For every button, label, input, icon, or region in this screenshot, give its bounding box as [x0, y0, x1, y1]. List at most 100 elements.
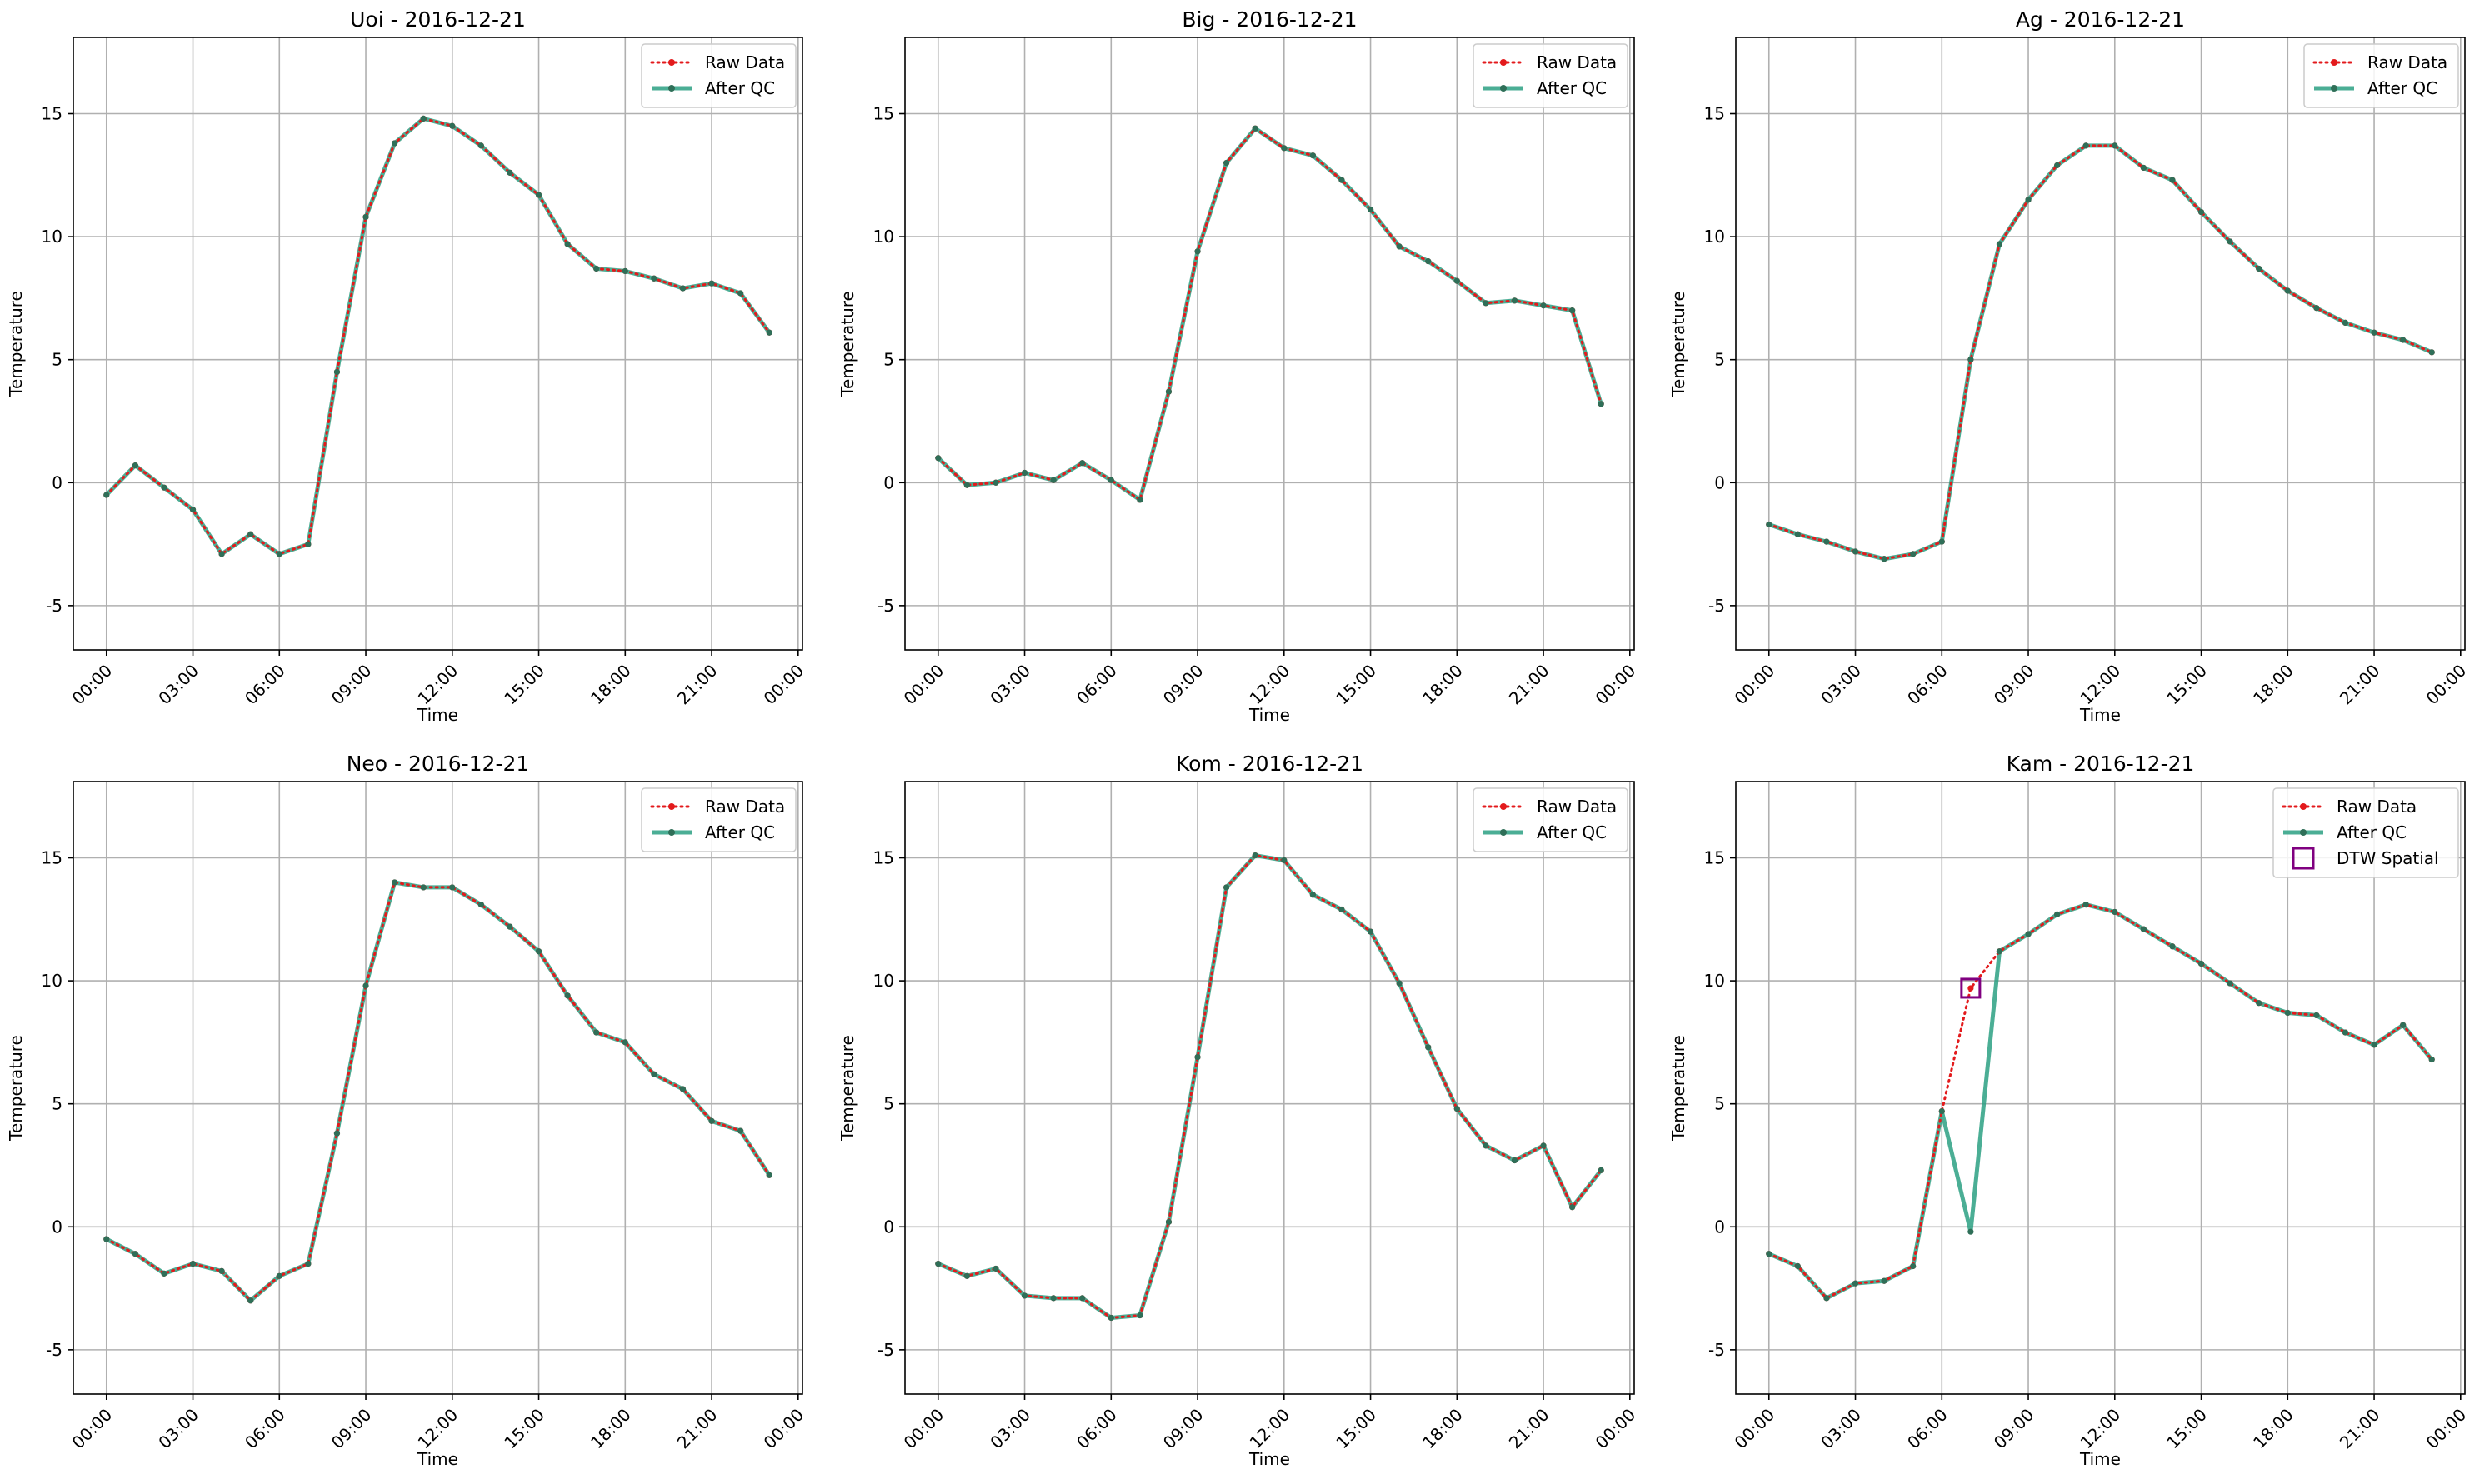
after-qc-point — [1108, 1314, 1114, 1322]
x-tick-label: 00:00 — [1731, 1405, 1779, 1453]
x-tick-label: 12:00 — [1246, 1405, 1294, 1453]
axes-frame — [904, 781, 1635, 1395]
x-tick-label: 12:00 — [414, 661, 462, 709]
after-qc-point — [1794, 1262, 1801, 1270]
y-tick-label: 15 — [42, 848, 62, 868]
legend-box — [1472, 43, 1628, 108]
after-qc-point — [449, 122, 456, 129]
x-tick-label: 18:00 — [1418, 661, 1467, 709]
after-qc-point — [161, 484, 168, 491]
after-qc-point — [507, 923, 513, 930]
y-tick-label: 10 — [873, 227, 894, 247]
after-qc-point — [535, 192, 542, 198]
after-qc-point — [1938, 1107, 1945, 1115]
y-axis-label: Temperature — [838, 1035, 858, 1142]
x-axis-label: Time — [1248, 1449, 1290, 1469]
legend-marker-raw-data — [2331, 59, 2338, 66]
after-qc-point — [161, 1270, 168, 1277]
x-axis-label: Time — [417, 705, 458, 725]
chart-title: Ag - 2016-12-21 — [2016, 7, 2185, 32]
x-tick-label: 21:00 — [1505, 661, 1553, 709]
series-line-after-qc — [104, 116, 772, 557]
subplot-0: 00:00 03:00 06:00 09:00 12:00 15:00 18:00 21:00… — [6, 7, 808, 725]
x-axis-label: Time — [417, 1449, 458, 1469]
x-tick-label: 06:00 — [1072, 1405, 1121, 1453]
x-tick-label: 06:00 — [1903, 661, 1952, 709]
x-tick-label: 09:00 — [1159, 661, 1208, 709]
chart-title: Uoi - 2016-12-21 — [350, 7, 526, 32]
after-qc-point — [1598, 401, 1604, 407]
after-qc-point — [593, 265, 600, 272]
legend-label-after-qc: After QC — [2368, 78, 2438, 98]
y-tick-label: 5 — [883, 350, 894, 370]
y-tick-label: 0 — [52, 472, 62, 492]
y-tick-label: -5 — [46, 1340, 62, 1360]
after-qc-point — [564, 992, 571, 999]
after-qc-point — [1794, 531, 1801, 537]
y-tick-label: -5 — [1708, 1340, 1725, 1360]
after-qc-point — [1194, 1054, 1201, 1061]
after-qc-point — [622, 267, 628, 275]
after-qc-point — [1852, 1280, 1859, 1287]
after-qc-point — [1881, 1277, 1888, 1284]
after-qc-point — [2284, 1009, 2291, 1017]
axes-frame — [72, 781, 803, 1395]
after-qc-point — [963, 1272, 970, 1279]
raw-data-point — [1968, 985, 1974, 992]
after-qc-point — [1511, 297, 1518, 304]
x-tick-label: 00:00 — [2422, 1405, 2471, 1453]
after-qc-point — [1823, 538, 1830, 545]
x-tick-label: 21:00 — [673, 1405, 722, 1453]
after-qc-point — [1598, 1167, 1604, 1173]
after-qc-point — [1396, 980, 1402, 987]
after-qc-point — [2025, 197, 2032, 203]
x-tick-label: 03:00 — [986, 1405, 1034, 1453]
y-tick-label: 15 — [1704, 848, 1725, 868]
after-qc-point — [992, 479, 999, 486]
after-qc-point — [1223, 884, 1230, 891]
after-qc-point — [1766, 521, 1772, 528]
after-qc-point — [738, 1127, 744, 1134]
after-qc-point — [1367, 207, 1374, 213]
y-tick-label: 10 — [42, 227, 62, 247]
series-line-raw-data — [105, 117, 771, 556]
series-line-after-qc — [1767, 143, 2434, 562]
after-qc-point — [276, 1272, 282, 1279]
after-qc-point — [651, 1071, 658, 1077]
after-qc-point — [420, 884, 427, 891]
x-tick-label: 09:00 — [1990, 661, 2038, 709]
after-qc-point — [1968, 357, 1974, 363]
after-qc-point — [535, 948, 542, 955]
after-qc-point — [2227, 980, 2233, 987]
x-tick-label: 00:00 — [900, 661, 948, 709]
legend-label-after-qc: After QC — [705, 78, 775, 98]
legend: Raw Data After QC — [641, 787, 797, 852]
after-qc-point — [478, 901, 484, 908]
after-qc-point — [708, 1117, 715, 1124]
series-line-raw-data — [1768, 144, 2433, 561]
after-qc-point — [1996, 948, 2003, 955]
after-qc-point — [2342, 1029, 2349, 1036]
after-qc-point — [1938, 538, 1945, 545]
after-qc-point — [1766, 1251, 1772, 1257]
dtw-spatial-flag-marker — [1960, 977, 1982, 999]
legend-label-after-qc: After QC — [705, 822, 775, 842]
legend-swatch-dtw-spatial — [2292, 847, 2315, 870]
after-qc-point — [1996, 241, 2003, 247]
after-qc-point — [1396, 243, 1402, 250]
x-tick-label: 00:00 — [760, 661, 808, 709]
after-qc-point — [2256, 1000, 2262, 1007]
legend-label-raw-data: Raw Data — [2368, 52, 2448, 72]
legend-label-raw-data: Raw Data — [2337, 797, 2417, 817]
after-qc-point — [1881, 556, 1888, 562]
x-tick-label: 18:00 — [587, 1405, 635, 1453]
y-tick-label: 10 — [873, 971, 894, 991]
after-qc-point — [1281, 857, 1288, 864]
x-tick-label: 00:00 — [760, 1405, 808, 1453]
after-qc-point — [679, 1086, 687, 1092]
after-qc-point — [2227, 238, 2233, 245]
legend-box — [641, 787, 797, 852]
y-tick-label: 0 — [52, 1217, 62, 1237]
after-qc-point — [2140, 164, 2147, 172]
